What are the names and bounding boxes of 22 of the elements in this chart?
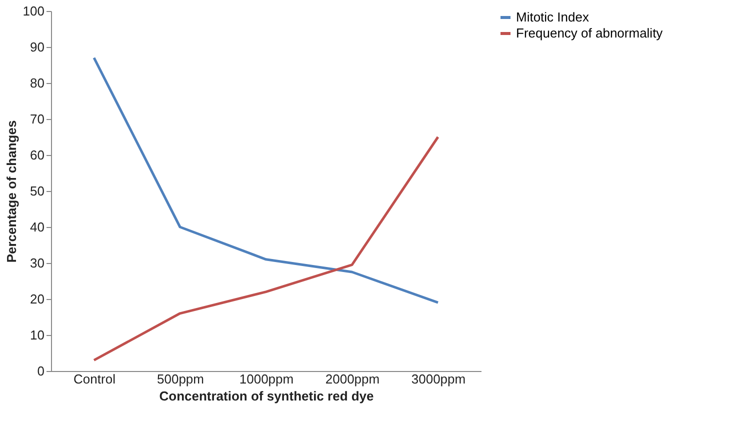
line-series — [92, 136, 440, 362]
legend-label: Frequency of abnormality — [516, 26, 664, 40]
x-tick-label: Control — [74, 372, 116, 386]
y-tick-label: 90 — [30, 40, 44, 54]
x-tick-label: 1000ppm — [239, 372, 294, 386]
y-tick-label: 80 — [30, 76, 44, 90]
x-tick-label: 2000ppm — [325, 372, 380, 386]
y-tick-label: 50 — [30, 184, 44, 198]
line-series — [92, 56, 440, 304]
y-axis-title: Percentage of changes — [4, 120, 19, 263]
y-tick-label: 30 — [30, 256, 44, 270]
y-tick-label: 40 — [30, 220, 44, 234]
y-tick-label: 70 — [30, 112, 44, 126]
y-tick-label: 100 — [22, 4, 44, 18]
y-tick-label: 10 — [30, 328, 44, 342]
x-tick-label: 500ppm — [157, 372, 204, 386]
x-tick-label: 3000ppm — [411, 372, 466, 386]
y-tick-label: 60 — [30, 148, 44, 162]
y-tick-label: 0 — [37, 364, 44, 378]
x-axis-title: Concentration of synthetic red dye — [159, 388, 374, 404]
y-tick-label: 20 — [30, 292, 44, 306]
legend-label: Mitotic Index — [516, 10, 590, 24]
